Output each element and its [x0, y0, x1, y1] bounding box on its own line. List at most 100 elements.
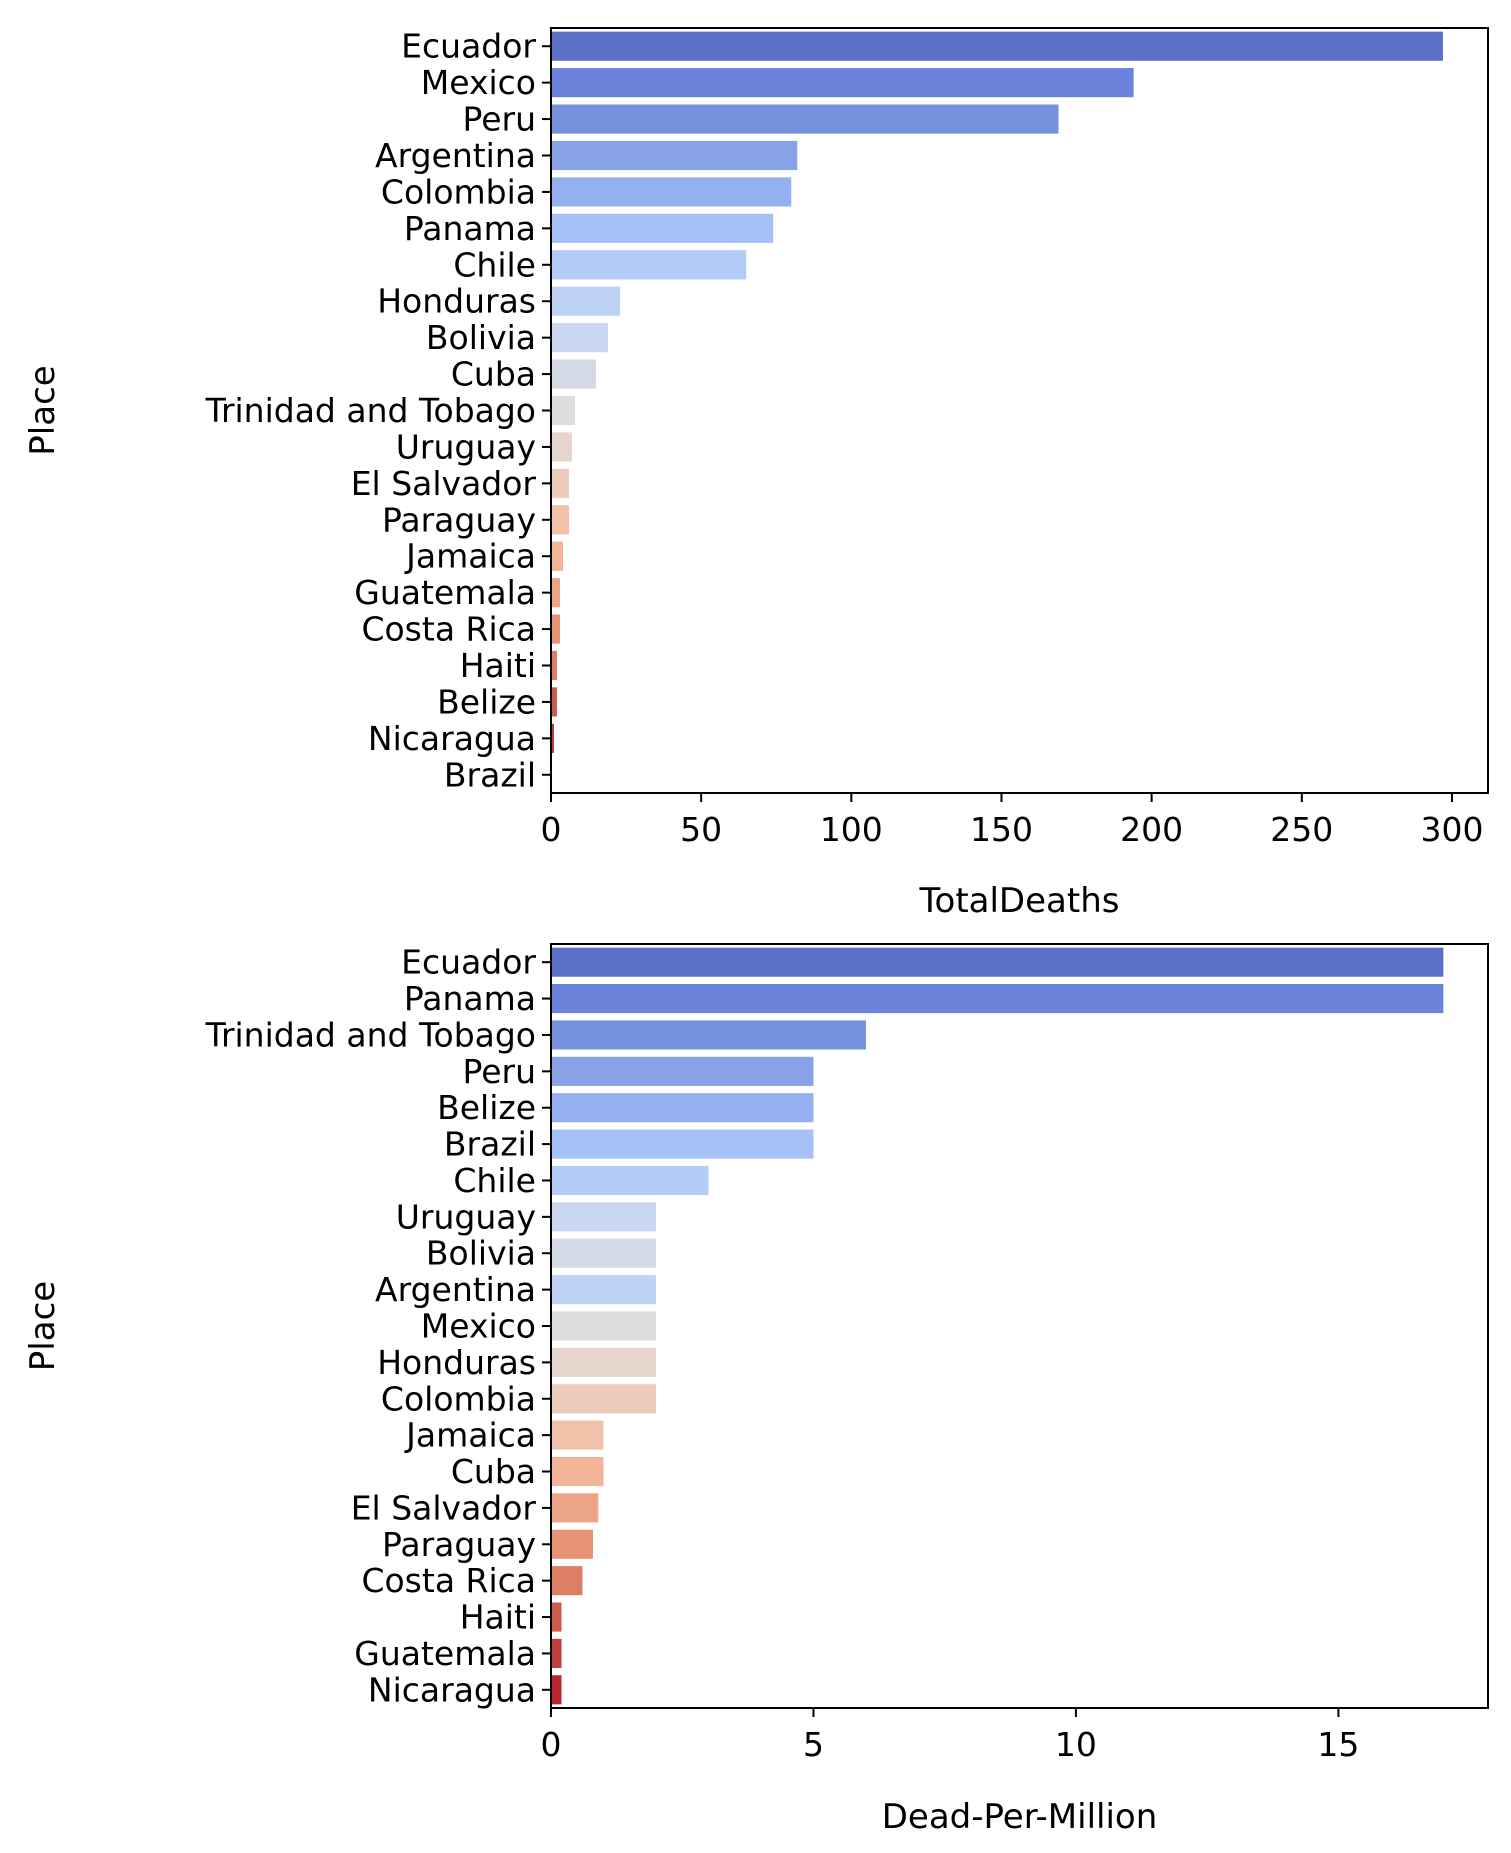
chart2-frame: [550, 943, 1489, 1709]
chart2-bar-mexico: [551, 1311, 656, 1341]
chart1-ytick-label: Costa Rica: [361, 610, 536, 649]
chart2-ytick-label: Jamaica: [404, 1416, 536, 1455]
chart1-ytick-label: Panama: [404, 209, 536, 248]
chart1-bar-ecuador: [551, 31, 1443, 61]
chart2-ytick-label: El Salvador: [351, 1488, 537, 1527]
chart1-bar-honduras: [551, 286, 621, 316]
chart1-bar-paraguay: [551, 505, 570, 535]
chart1-bar-belize: [551, 687, 558, 717]
chart1-xtick-label: 50: [680, 810, 722, 849]
chart1-ytick-label: Argentina: [375, 136, 536, 175]
chart2-ytick-label: Guatemala: [354, 1634, 536, 1673]
chart1-ytick-label: Brazil: [444, 755, 536, 794]
chart1-xtick-label: 150: [970, 810, 1033, 849]
chart2-ytick-label: Cuba: [451, 1452, 536, 1491]
chart1-bar-jamaica: [551, 541, 564, 571]
chart2-ytick-label: Peru: [462, 1052, 536, 1091]
chart1-xtick-label: 250: [1270, 810, 1333, 849]
chart2-bar-costa-rica: [551, 1566, 583, 1596]
chart1-bar-panama: [551, 213, 774, 243]
chart1-ytick-label: Guatemala: [354, 573, 536, 612]
chart1-bar-cuba: [551, 359, 597, 389]
chart2-bar-brazil: [551, 1129, 814, 1159]
chart1-ytick-label: Peru: [462, 100, 536, 139]
chart2-ytick-label: Mexico: [421, 1307, 536, 1346]
chart1-ytick-label: Nicaragua: [368, 719, 536, 758]
chart2-ytick-label: Trinidad and Tobago: [205, 1015, 536, 1054]
chart2-bar-colombia: [551, 1384, 656, 1414]
chart2-ytick-label: Brazil: [444, 1125, 536, 1164]
chart1-ytick-label: Chile: [453, 245, 536, 284]
chart1-bar-uruguay: [551, 432, 573, 462]
chart1-bar-trinidad-and-tobago: [551, 395, 576, 426]
chart1-xtick-label: 300: [1420, 810, 1483, 849]
chart2-bar-jamaica: [551, 1420, 604, 1450]
chart1-xtick-label: 200: [1120, 810, 1183, 849]
chart1-bar-colombia: [551, 177, 792, 207]
chart1-bar-mexico: [551, 68, 1134, 98]
chart2-y-axis-title: Place: [23, 1281, 63, 1371]
chart1-ytick-label: El Salvador: [351, 464, 537, 503]
chart1-y-axis-title: Place: [23, 365, 63, 455]
chart2-bar-cuba: [551, 1456, 604, 1487]
chart2-ytick-label: Belize: [437, 1088, 536, 1127]
chart1-x-axis-title: TotalDeaths: [919, 881, 1120, 921]
chart1-ytick-label: Jamaica: [404, 537, 536, 576]
chart2-ytick-label: Honduras: [377, 1343, 536, 1382]
chart1-ytick-label: Cuba: [451, 355, 536, 394]
chart2-ytick-label: Paraguay: [382, 1525, 536, 1564]
chart2-ytick-label: Uruguay: [396, 1197, 536, 1236]
chart1-ytick-label: Paraguay: [382, 500, 536, 539]
chart2-ytick-label: Ecuador: [401, 943, 536, 982]
chart2-ytick-label: Panama: [404, 979, 536, 1018]
chart2-bar-ecuador: [551, 947, 1444, 977]
chart1-bar-argentina: [551, 140, 798, 171]
chart1-bar-guatemala: [551, 578, 561, 608]
chart2-ytick-label: Bolivia: [426, 1234, 536, 1273]
chart2-bar-chile: [551, 1165, 709, 1196]
chart1-bar-chile: [551, 250, 747, 280]
chart1-bar-el-salvador: [551, 468, 570, 498]
chart1-ytick-label: Honduras: [377, 282, 536, 321]
chart1-ytick-label: Uruguay: [396, 427, 536, 466]
chart1-ytick-label: Ecuador: [401, 27, 536, 66]
chart1-xtick-label: 0: [541, 810, 562, 849]
chart2-ytick-label: Argentina: [375, 1270, 536, 1309]
chart2-bar-trinidad-and-tobago: [551, 1020, 866, 1050]
chart2-xtick-label: 10: [1055, 1725, 1097, 1764]
chart1-frame: [550, 27, 1489, 794]
chart2-bar-guatemala: [551, 1638, 562, 1668]
chart2-xtick-label: 5: [803, 1725, 824, 1764]
chart2-bar-paraguay: [551, 1529, 593, 1559]
chart2-bar-peru: [551, 1056, 814, 1086]
chart2-bar-panama: [551, 984, 1444, 1014]
chart2-bar-honduras: [551, 1347, 656, 1377]
chart2-bar-el-salvador: [551, 1493, 599, 1523]
chart1-ytick-label: Trinidad and Tobago: [205, 391, 536, 430]
chart2-ytick-label: Chile: [453, 1161, 536, 1200]
chart1-bar-nicaragua: [551, 723, 555, 753]
chart2-bar-belize: [551, 1093, 814, 1123]
chart2-bar-bolivia: [551, 1238, 656, 1268]
chart2-bar-haiti: [551, 1602, 562, 1632]
chart1-ytick-label: Colombia: [381, 172, 536, 211]
chart1-ytick-label: Mexico: [421, 63, 536, 102]
chart1-bar-bolivia: [551, 323, 609, 353]
chart2-bar-nicaragua: [551, 1675, 562, 1705]
chart2-xtick-label: 0: [541, 1725, 562, 1764]
chart1-ytick-label: Bolivia: [426, 318, 536, 357]
chart2-ytick-label: Haiti: [460, 1598, 536, 1637]
chart1-bar-peru: [551, 104, 1059, 134]
chart2-ytick-label: Nicaragua: [368, 1670, 536, 1709]
chart1-bar-haiti: [551, 650, 558, 681]
chart2-x-axis-title: Dead-Per-Million: [882, 1797, 1158, 1837]
chart2-ytick-label: Costa Rica: [361, 1561, 536, 1600]
chart1-ytick-label: Haiti: [460, 646, 536, 685]
chart1-ytick-label: Belize: [437, 682, 536, 721]
chart2-bar-argentina: [551, 1275, 656, 1305]
chart1-xtick-label: 100: [820, 810, 883, 849]
chart2-xtick-label: 15: [1317, 1725, 1359, 1764]
chart2-ytick-label: Colombia: [381, 1379, 536, 1418]
chart1-bar-costa-rica: [551, 614, 561, 644]
